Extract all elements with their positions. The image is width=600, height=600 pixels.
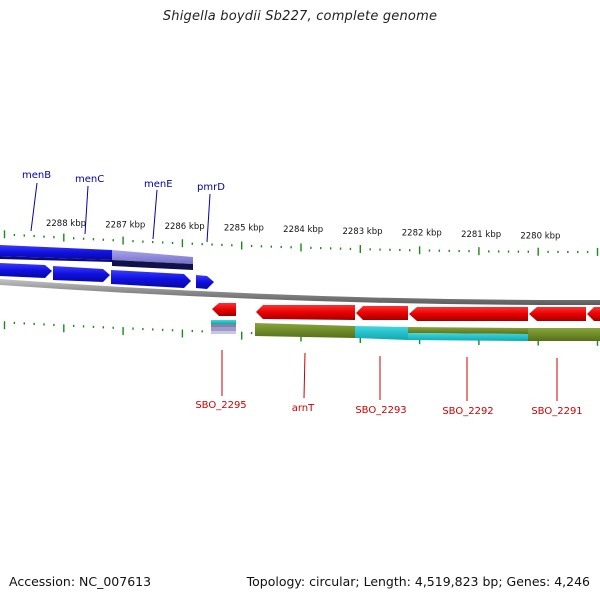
forward-gene-track [0, 263, 214, 289]
feature-bar-lav-small [211, 327, 236, 331]
feature-bar-light-small [211, 331, 236, 334]
gene-arrow-SBO_2291[interactable] [529, 307, 586, 321]
gene-arrow-arnT[interactable] [256, 305, 355, 320]
leader-arnT [303, 352, 306, 399]
feature-bar-cyan-1 [355, 326, 408, 340]
feature-bar-blue [0, 245, 112, 260]
scale-label: 2282 kbp [402, 228, 442, 238]
feature-bar-navy [112, 260, 193, 270]
feature-bar-dark-navy-start [0, 256, 112, 262]
leader-pmrD [206, 193, 211, 243]
scale-label: 2284 kbp [283, 225, 323, 235]
gene-arrow-pmrD[interactable] [196, 275, 214, 289]
scale-labels: 2288 kbp 2287 kbp 2286 kbp 2285 kbp 2284 kbp… [46, 219, 560, 241]
label-SBO_2295[interactable]: SBO_2295 [195, 400, 246, 411]
gene-arrow-menB[interactable] [0, 263, 52, 278]
label-pmrD[interactable]: pmrD [197, 182, 225, 193]
label-menE[interactable]: menE [144, 179, 173, 190]
forward-gene-labels: menB menC menE pmrD [22, 170, 225, 243]
map-title: Shigella boydii Sb227, complete genome [162, 9, 438, 24]
feature-bar-cyan-2 [408, 333, 528, 341]
genome-backbone [0, 279, 600, 306]
gene-arrow-menC[interactable] [53, 266, 110, 282]
scale-label: 2287 kbp [105, 221, 145, 231]
reverse-feature-track [211, 320, 600, 341]
outer-scale-ticks [3, 230, 599, 256]
scale-label: 2288 kbp [46, 219, 86, 229]
gene-arrow-menE[interactable] [111, 270, 191, 288]
gene-arrow-SBO_2293[interactable] [356, 306, 408, 320]
gene-arrow-SBO_2295[interactable] [212, 303, 236, 316]
feature-bar-olive-2 [408, 327, 528, 334]
feature-bar-lavender [112, 250, 193, 264]
scale-label: 2283 kbp [342, 227, 382, 237]
feature-bar-olive-3 [528, 328, 600, 341]
reverse-gene-labels: SBO_2295 arnT SBO_2293 SBO_2292 SBO_2291 [195, 350, 583, 417]
label-menC[interactable]: menC [75, 174, 104, 185]
leader-menB [30, 182, 38, 232]
genome-stats-text: Topology: circular; Length: 4,519,823 bp… [246, 574, 590, 589]
label-SBO_2292[interactable]: SBO_2292 [442, 406, 493, 417]
gene-arrow-partial-edge[interactable] [587, 307, 600, 321]
label-arnT[interactable]: arnT [292, 403, 315, 414]
feature-bar-olive-1 [255, 323, 355, 338]
gene-arrow-SBO_2292[interactable] [409, 307, 528, 321]
label-SBO_2291[interactable]: SBO_2291 [531, 406, 582, 417]
scale-label: 2280 kbp [520, 231, 560, 241]
leader-menE [152, 189, 158, 240]
label-menB[interactable]: menB [22, 170, 51, 181]
leader-menC [84, 185, 89, 235]
label-SBO_2293[interactable]: SBO_2293 [355, 405, 406, 416]
feature-bar-grey-small [211, 324, 236, 327]
scale-label: 2285 kbp [224, 224, 264, 234]
accession-text: Accession: NC_007613 [9, 574, 152, 589]
reverse-gene-track [212, 303, 600, 321]
scale-label: 2286 kbp [165, 222, 205, 232]
feature-bar-cyan-small [211, 320, 236, 324]
forward-feature-track [0, 245, 193, 270]
scale-label: 2281 kbp [461, 230, 501, 240]
